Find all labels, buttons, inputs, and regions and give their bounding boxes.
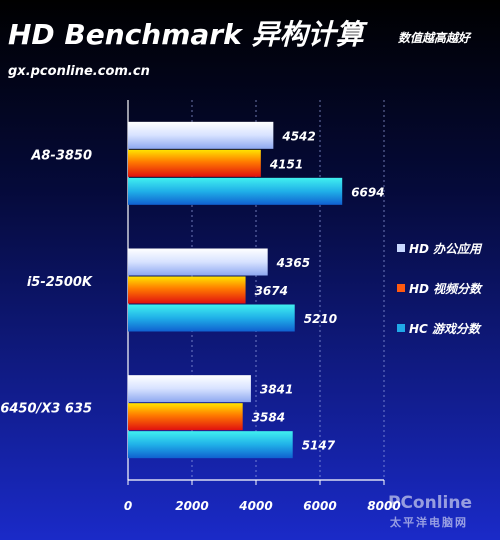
legend-swatch <box>397 284 405 292</box>
bars-layer <box>128 121 343 459</box>
bar <box>128 304 295 332</box>
bar <box>128 375 251 403</box>
chart-title: HD Benchmark 异构计算 <box>8 18 368 51</box>
bar <box>128 177 343 205</box>
category-label: HD6450/X3 635 <box>0 402 92 417</box>
data-label: 4365 <box>276 256 310 270</box>
data-label: 4151 <box>269 157 303 171</box>
data-label: 3674 <box>255 284 288 298</box>
source-url: gx.pconline.com.cn <box>8 64 150 79</box>
legend: HD 办公应用 HD 视频分数 HC 游戏分数 <box>397 242 483 336</box>
bar <box>128 149 261 177</box>
bar <box>128 248 268 276</box>
legend-swatch <box>397 244 405 252</box>
data-label: 3584 <box>252 411 285 425</box>
data-label: 6694 <box>351 185 384 199</box>
watermark-tagline: 太平洋电脑网 <box>389 515 468 529</box>
category-label: A8-3850 <box>30 148 92 163</box>
bar <box>128 403 243 431</box>
x-tick-label: 2000 <box>175 499 208 513</box>
higher-is-better-note: 数值越高越好 <box>398 31 472 45</box>
x-tick-label: 4000 <box>238 499 272 513</box>
pconline-watermark: PConline 太平洋电脑网 <box>388 493 472 529</box>
data-label: 5147 <box>302 439 336 453</box>
bar <box>128 431 293 459</box>
legend-label: HD 视频分数 <box>409 282 483 296</box>
x-tick-label: 6000 <box>303 499 336 513</box>
x-tick-label: 0 <box>124 499 132 513</box>
x-tick-label: 8000 <box>367 499 400 513</box>
watermark-logo: PConline <box>388 493 472 513</box>
bar <box>128 276 246 304</box>
data-label: 5210 <box>304 312 337 326</box>
category-label: i5-2500K <box>27 275 93 290</box>
data-label: 4542 <box>281 129 315 143</box>
data-label: 3841 <box>260 383 293 397</box>
bar <box>128 121 274 149</box>
legend-label: HC 游戏分数 <box>409 322 482 336</box>
legend-label: HD 办公应用 <box>409 242 483 256</box>
labels-layer: 0 2000 4000 6000 8000 A8-3850 4542 4151 6694 i5-2… <box>0 129 401 513</box>
legend-swatch <box>397 324 405 332</box>
